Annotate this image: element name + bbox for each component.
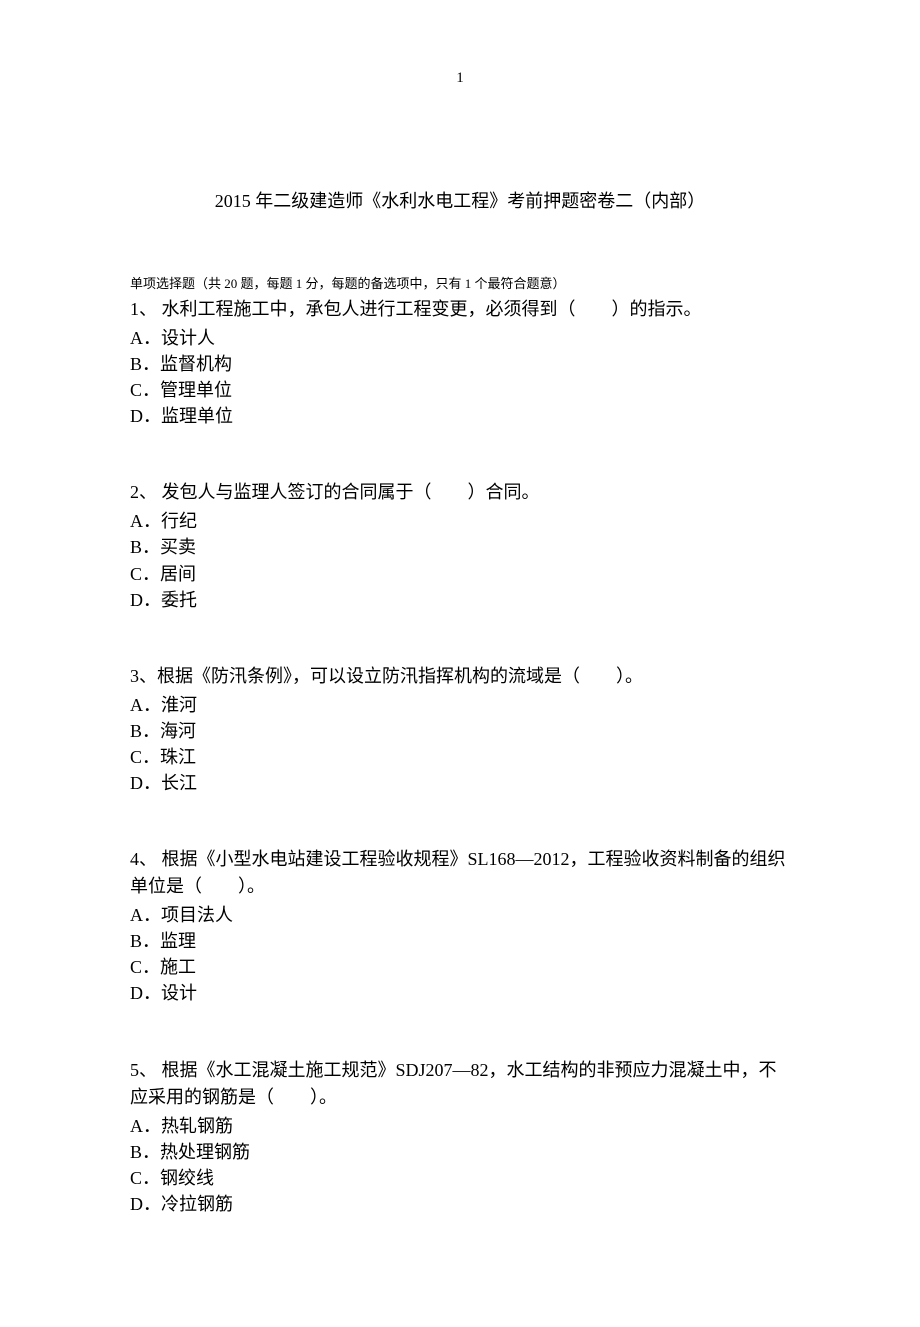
option-c: C．珠江 [130,744,790,770]
document-title: 2015 年二级建造师《水利水电工程》考前押题密卷二（内部） [130,187,790,213]
option-c: C．钢绞线 [130,1165,790,1191]
instructions: 单项选择题（共 20 题，每题 1 分，每题的备选项中，只有 1 个最符合题意） [130,273,790,292]
question-content: 根据《水工混凝土施工规范》SDJ207—82，水工结构的非预应力混凝土中，不应采… [130,1060,777,1107]
option-d: D．监理单位 [130,403,790,429]
option-b: B．热处理钢筋 [130,1139,790,1165]
question-5: 5、 根据《水工混凝土施工规范》SDJ207—82，水工结构的非预应力混凝土中，… [130,1057,790,1217]
option-c: C．管理单位 [130,377,790,403]
question-text: 5、 根据《水工混凝土施工规范》SDJ207—82，水工结构的非预应力混凝土中，… [130,1057,790,1111]
option-b: B．买卖 [130,534,790,560]
option-b: B．海河 [130,718,790,744]
question-number: 3、 [130,666,157,686]
question-text: 2、 发包人与监理人签订的合同属于（ ）合同。 [130,479,790,506]
question-number: 2、 [130,482,157,502]
option-a: A．设计人 [130,325,790,351]
question-number: 1、 [130,299,157,319]
option-b: B．监理 [130,928,790,954]
question-3: 3、根据《防汛条例》，可以设立防汛指挥机构的流域是（ ）。 A．淮河 B．海河 … [130,663,790,796]
question-4: 4、 根据《小型水电站建设工程验收规程》SL168—2012，工程验收资料制备的… [130,846,790,1006]
question-content: 根据《小型水电站建设工程验收规程》SL168—2012，工程验收资料制备的组织单… [130,849,786,896]
question-number: 4、 [130,849,157,869]
option-d: D．冷拉钢筋 [130,1191,790,1217]
option-d: D．委托 [130,587,790,613]
question-2: 2、 发包人与监理人签订的合同属于（ ）合同。 A．行纪 B．买卖 C．居间 D… [130,479,790,612]
option-b: B．监督机构 [130,351,790,377]
option-a: A．行纪 [130,508,790,534]
question-text: 1、 水利工程施工中，承包人进行工程变更，必须得到（ ）的指示。 [130,296,790,323]
option-a: A．项目法人 [130,902,790,928]
question-content: 根据《防汛条例》，可以设立防汛指挥机构的流域是（ ）。 [157,666,643,686]
question-1: 1、 水利工程施工中，承包人进行工程变更，必须得到（ ）的指示。 A．设计人 B… [130,296,790,429]
option-d: D．设计 [130,980,790,1006]
option-c: C．居间 [130,561,790,587]
option-c: C．施工 [130,954,790,980]
option-a: A．淮河 [130,692,790,718]
question-content: 水利工程施工中，承包人进行工程变更，必须得到（ ）的指示。 [157,299,702,319]
question-text: 3、根据《防汛条例》，可以设立防汛指挥机构的流域是（ ）。 [130,663,790,690]
question-content: 发包人与监理人签订的合同属于（ ）合同。 [157,482,540,502]
question-text: 4、 根据《小型水电站建设工程验收规程》SL168—2012，工程验收资料制备的… [130,846,790,900]
question-number: 5、 [130,1060,157,1080]
option-d: D．长江 [130,770,790,796]
option-a: A．热轧钢筋 [130,1113,790,1139]
page-number: 1 [130,70,790,87]
